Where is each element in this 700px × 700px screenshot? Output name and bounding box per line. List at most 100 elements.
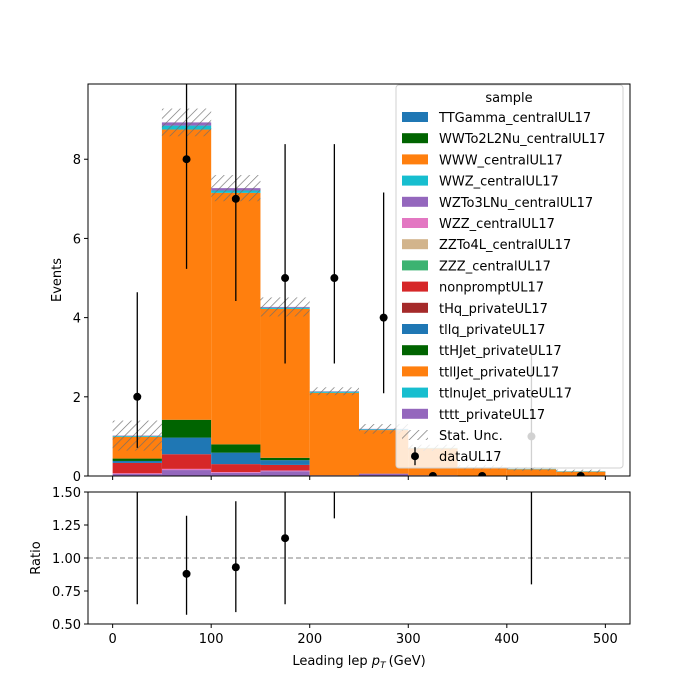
legend-label-12: ttllJet_privateUL17 bbox=[439, 365, 559, 380]
bar-ttHJet_privateUL17-bin-0 bbox=[112, 458, 162, 461]
ratio-y-tick-label-0: 0.50 bbox=[52, 618, 81, 633]
data-point-7 bbox=[478, 472, 487, 476]
data-point-0 bbox=[133, 392, 142, 401]
bar-nonpromptUL17-bin-2 bbox=[211, 464, 261, 473]
legend-label-4: WZTo3LNu_centralUL17 bbox=[439, 196, 593, 211]
legend-swatch-6 bbox=[402, 239, 428, 250]
bar-tllq_privateUL17-bin-2 bbox=[211, 452, 261, 465]
legend-label-2: WWW_centralUL17 bbox=[439, 153, 563, 168]
ratio-x-tick-label-1: 100 bbox=[199, 632, 224, 647]
legend-box bbox=[395, 84, 624, 469]
bar-WZTo3LNu_centralUL17-bin-0 bbox=[112, 474, 162, 476]
legend-swatch-11 bbox=[402, 345, 428, 356]
bar-ttllJet_privateUL17-bin-7 bbox=[457, 467, 507, 476]
legend-label-10: tllq_privateUL17 bbox=[439, 323, 545, 338]
legend-label-7: ZZZ_centralUL17 bbox=[439, 259, 551, 274]
ratio-y-axis: 0.50 0.75 1.00 1.25 1.50 bbox=[52, 486, 88, 633]
legend-title: sample bbox=[485, 91, 532, 106]
ratio-point-5 bbox=[527, 26, 535, 34]
legend-swatch-14 bbox=[402, 408, 428, 419]
legend-swatch-3 bbox=[402, 175, 428, 186]
ratio-point-1 bbox=[182, 569, 191, 578]
legend-label-5: WZZ_centralUL17 bbox=[439, 217, 555, 232]
bar-tllq_privateUL17-bin-1 bbox=[161, 437, 212, 455]
ratio-point-3 bbox=[281, 534, 290, 543]
main-y-tick-label-4: 8 bbox=[73, 153, 81, 168]
ratio-y-tick-label-2: 1.00 bbox=[52, 552, 81, 567]
stacked-histogram bbox=[112, 122, 606, 476]
bar-ttHJet_privateUL17-bin-3 bbox=[260, 457, 310, 461]
ratio-y-tick-label-1: 0.75 bbox=[52, 585, 81, 600]
ratio-x-tick-label-2: 200 bbox=[297, 632, 322, 647]
ratio-panel-content bbox=[88, 26, 630, 615]
legend-swatch-9 bbox=[402, 302, 428, 313]
bar-WZZ_centralUL17-bin-3 bbox=[260, 470, 310, 472]
legend-label-data: dataUL17 bbox=[439, 450, 502, 465]
ratio-point-2 bbox=[231, 563, 240, 572]
bar-WZTo3LNu_centralUL17-bin-1 bbox=[161, 470, 212, 476]
bar-tllq_privateUL17-bin-0 bbox=[112, 460, 162, 463]
ratio-x-tick-label-5: 500 bbox=[593, 632, 618, 647]
legend-label-stat-unc: Stat. Unc. bbox=[439, 429, 503, 444]
legend-swatch-8 bbox=[402, 281, 428, 292]
main-y-axis: 0 2 4 6 8 bbox=[73, 153, 88, 485]
legend-swatch-0 bbox=[402, 112, 428, 122]
x-axis-label: Leading lep pT (GeV) bbox=[292, 654, 425, 671]
ratio-x-axis: 0 100 200 300 400 500 bbox=[108, 624, 618, 647]
legend-label-3: WWZ_centralUL17 bbox=[439, 175, 559, 190]
legend-swatch-13 bbox=[402, 387, 428, 398]
bar-WZTo3LNu_centralUL17-bin-3 bbox=[260, 471, 310, 476]
stat-unc-bin-9 bbox=[556, 469, 606, 473]
legend-swatch-12 bbox=[402, 366, 428, 377]
legend-label-0: TTGamma_centralUL17 bbox=[438, 111, 591, 126]
ratio-y-axis-label: Ratio bbox=[29, 541, 44, 574]
legend-swatch-10 bbox=[402, 324, 428, 334]
stat-unc-bin-4 bbox=[309, 387, 359, 396]
main-y-axis-label: Events bbox=[50, 258, 65, 302]
bar-nonpromptUL17-bin-3 bbox=[260, 464, 310, 471]
x-axis-label-math-base: p bbox=[371, 654, 380, 669]
stat-unc-bin-5 bbox=[359, 424, 409, 434]
legend: sample TTGamma_centralUL17 WWTo2L2Nu_cent… bbox=[395, 84, 624, 469]
bar-WZZ_centralUL17-bin-1 bbox=[161, 468, 212, 471]
data-point-1 bbox=[182, 155, 191, 164]
legend-label-14: tttt_privateUL17 bbox=[439, 408, 545, 423]
ratio-x-tick-label-0: 0 bbox=[108, 632, 116, 647]
main-axes-frame bbox=[87, 83, 631, 477]
legend-label-13: ttlnuJet_privateUL17 bbox=[439, 387, 572, 402]
legend-label-8: nonpromptUL17 bbox=[439, 281, 544, 296]
x-axis-label-text: Leading lep bbox=[292, 654, 367, 669]
bar-WZZ_centralUL17-bin-0 bbox=[112, 473, 162, 475]
data-point-6 bbox=[428, 472, 437, 476]
data-point-4 bbox=[330, 274, 339, 283]
ratio-y-tick-label-3: 1.25 bbox=[52, 519, 81, 534]
bar-tllq_privateUL17-bin-3 bbox=[260, 460, 310, 465]
legend-label-9: tHq_privateUL17 bbox=[439, 302, 548, 317]
legend-label-6: ZZTo4L_centralUL17 bbox=[439, 238, 571, 253]
data-point-5 bbox=[379, 313, 388, 322]
bar-ttHJet_privateUL17-bin-2 bbox=[211, 444, 261, 453]
x-axis-label-math-sub: T bbox=[380, 661, 387, 671]
bar-WZTo3LNu_centralUL17-bin-2 bbox=[211, 472, 261, 476]
legend-label-1: WWTo2L2Nu_centralUL17 bbox=[439, 132, 605, 147]
legend-swatch-4 bbox=[402, 196, 428, 207]
ratio-y-tick-label-4: 1.50 bbox=[52, 486, 81, 501]
ratio-x-tick-label-3: 300 bbox=[396, 632, 421, 647]
bar-nonpromptUL17-bin-1 bbox=[161, 454, 212, 469]
legend-label-11: ttHJet_privateUL17 bbox=[439, 344, 562, 359]
bar-ttllJet_privateUL17-bin-4 bbox=[309, 392, 359, 476]
bar-ttHJet_privateUL17-bin-1 bbox=[161, 419, 212, 438]
x-axis-label-unit: (GeV) bbox=[389, 654, 426, 669]
legend-swatch-2 bbox=[402, 154, 428, 165]
legend-data-marker bbox=[411, 452, 419, 461]
bar-WZTo3LNu_centralUL17-bin-5 bbox=[359, 473, 409, 476]
main-y-tick-label-3: 6 bbox=[73, 232, 81, 247]
main-y-tick-label-0: 0 bbox=[73, 470, 81, 485]
bar-WZZ_centralUL17-bin-2 bbox=[211, 472, 261, 473]
legend-swatch-5 bbox=[402, 218, 428, 228]
legend-swatch-stat-unc bbox=[402, 430, 428, 440]
bar-nonpromptUL17-bin-0 bbox=[112, 462, 162, 474]
data-point-9 bbox=[576, 472, 585, 476]
main-x-axis-ticks bbox=[112, 476, 606, 480]
